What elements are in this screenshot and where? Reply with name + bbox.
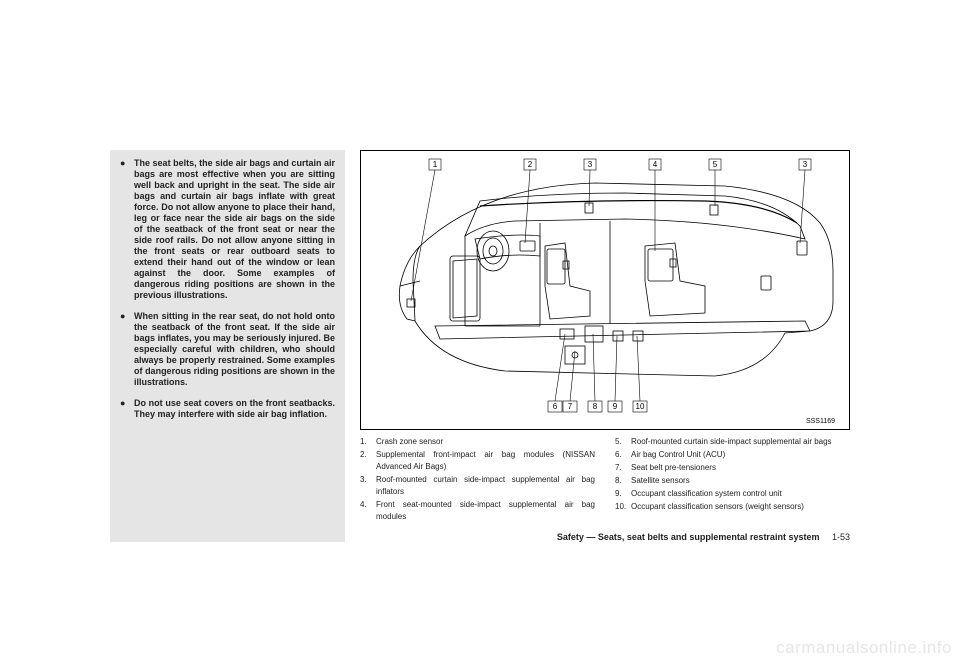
bullet-icon: ● xyxy=(120,158,134,301)
legend-item: 10.Occupant classification sensors (weig… xyxy=(615,501,850,513)
legend-number: 1. xyxy=(360,436,376,448)
legend-number: 10. xyxy=(615,501,631,513)
legend-number: 9. xyxy=(615,488,631,500)
warning-item: ● When sitting in the rear seat, do not … xyxy=(120,311,335,388)
svg-text:8: 8 xyxy=(593,402,598,411)
legend-item: 4.Front seat-mounted side-impact supplem… xyxy=(360,499,595,523)
legend-text: Roof-mounted curtain side-impact supplem… xyxy=(631,436,850,448)
legend-number: 2. xyxy=(360,449,376,473)
warning-box: ● The seat belts, the side air bags and … xyxy=(110,150,345,542)
svg-text:1: 1 xyxy=(433,160,438,169)
bullet-icon: ● xyxy=(120,311,134,388)
legend-number: 6. xyxy=(615,449,631,461)
legend-item: 5.Roof-mounted curtain side-impact suppl… xyxy=(615,436,850,448)
warning-item: ● The seat belts, the side air bags and … xyxy=(120,158,335,301)
warning-text: The seat belts, the side air bags and cu… xyxy=(134,158,335,301)
svg-text:5: 5 xyxy=(713,160,718,169)
legend-right: 5.Roof-mounted curtain side-impact suppl… xyxy=(615,436,850,524)
legend-number: 8. xyxy=(615,475,631,487)
warning-text: When sitting in the rear seat, do not ho… xyxy=(134,311,335,388)
legend-item: 9.Occupant classification system control… xyxy=(615,488,850,500)
legend-number: 5. xyxy=(615,436,631,448)
diagram-svg: 1 2 3 4 5 3 6 7 8 9 10 SSS1169 xyxy=(361,151,849,429)
legend-item: 8.Satellite sensors xyxy=(615,475,850,487)
figure-column: 1 2 3 4 5 3 6 7 8 9 10 SSS1169 1.Crash zone senso… xyxy=(360,150,850,542)
legend-item: 6.Air bag Control Unit (ACU) xyxy=(615,449,850,461)
legend-text: Crash zone sensor xyxy=(376,436,595,448)
legend-text: Occupant classification system control u… xyxy=(631,488,850,500)
legend: 1.Crash zone sensor2.Supplemental front-… xyxy=(360,436,850,524)
airbag-diagram: 1 2 3 4 5 3 6 7 8 9 10 SSS1169 xyxy=(360,150,850,430)
legend-text: Satellite sensors xyxy=(631,475,850,487)
bullet-icon: ● xyxy=(120,398,134,420)
legend-text: Front seat-mounted side-impact supplemen… xyxy=(376,499,595,523)
legend-text: Occupant classification sensors (weight … xyxy=(631,501,850,513)
page-number: 1-53 xyxy=(832,532,850,542)
legend-number: 7. xyxy=(615,462,631,474)
svg-text:9: 9 xyxy=(613,402,618,411)
legend-text: Supplemental front-impact air bag module… xyxy=(376,449,595,473)
legend-text: Seat belt pre-tensioners xyxy=(631,462,850,474)
svg-text:4: 4 xyxy=(653,160,658,169)
svg-text:2: 2 xyxy=(528,160,533,169)
legend-number: 3. xyxy=(360,474,376,498)
svg-text:10: 10 xyxy=(636,402,645,411)
legend-item: 2.Supplemental front-impact air bag modu… xyxy=(360,449,595,473)
svg-text:7: 7 xyxy=(568,402,573,411)
legend-number: 4. xyxy=(360,499,376,523)
svg-text:6: 6 xyxy=(553,402,558,411)
figure-code: SSS1169 xyxy=(806,418,835,425)
watermark: carmanualsonline.info xyxy=(776,638,952,658)
legend-item: 3.Roof-mounted curtain side-impact suppl… xyxy=(360,474,595,498)
warning-item: ● Do not use seat covers on the front se… xyxy=(120,398,335,420)
section-title: Safety — Seats, seat belts and supplemen… xyxy=(557,532,820,542)
warning-text: Do not use seat covers on the front seat… xyxy=(134,398,335,420)
svg-text:3: 3 xyxy=(588,160,593,169)
legend-item: 1.Crash zone sensor xyxy=(360,436,595,448)
page-footer: Safety — Seats, seat belts and supplemen… xyxy=(360,532,850,542)
page-content: ● The seat belts, the side air bags and … xyxy=(110,150,850,542)
legend-text: Air bag Control Unit (ACU) xyxy=(631,449,850,461)
legend-item: 7.Seat belt pre-tensioners xyxy=(615,462,850,474)
svg-text:3: 3 xyxy=(803,160,808,169)
legend-left: 1.Crash zone sensor2.Supplemental front-… xyxy=(360,436,595,524)
legend-text: Roof-mounted curtain side-impact supplem… xyxy=(376,474,595,498)
